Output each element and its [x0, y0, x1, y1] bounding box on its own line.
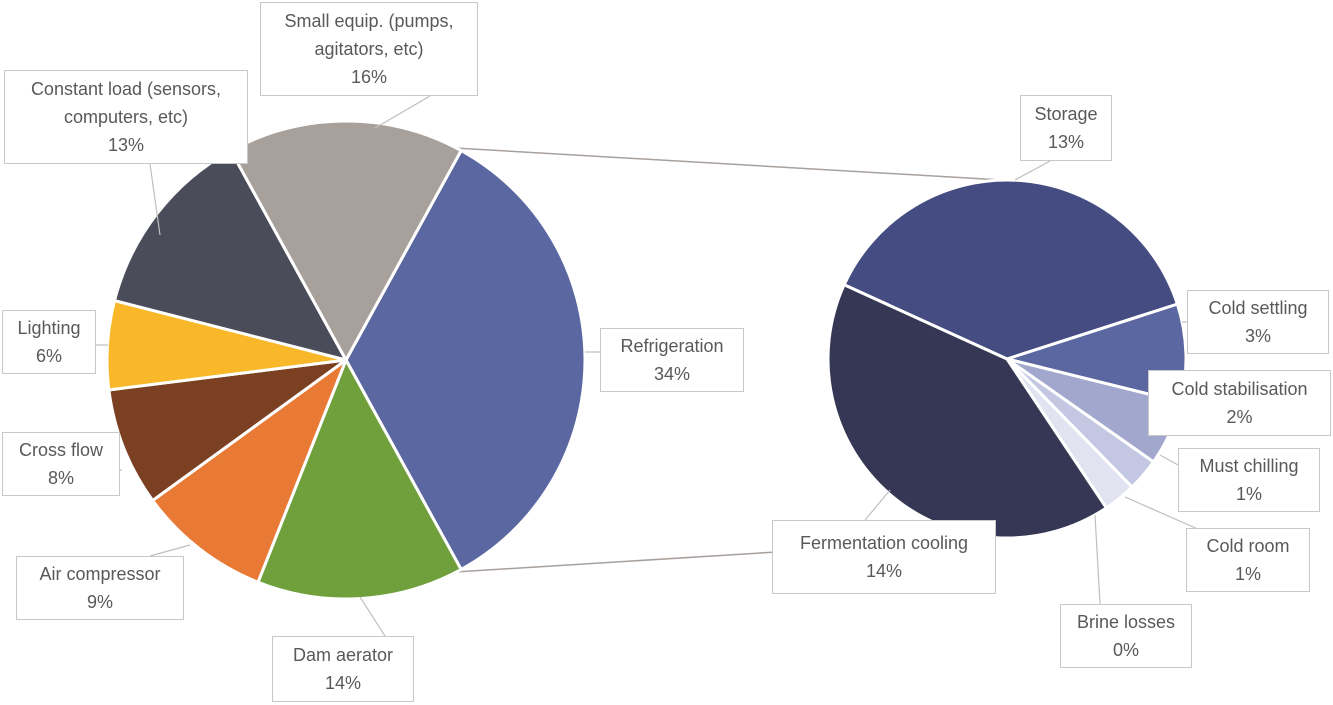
data-label: Cold stabilisation 2%: [1148, 370, 1331, 436]
category-label: Cold settling: [1208, 298, 1308, 318]
category-label: Cross flow: [18, 440, 103, 460]
data-label: Brine losses 0%: [1060, 604, 1192, 668]
category-label: Brine losses: [1076, 612, 1176, 632]
value-label: 16%: [350, 67, 388, 87]
pie-slice: [150, 355, 350, 585]
connector-line: [454, 147, 1003, 181]
category-label: Refrigeration: [620, 336, 724, 356]
value-label: 1%: [1235, 484, 1262, 504]
data-label: Small equip. (pumps, agitators, etc) 16%: [260, 2, 478, 96]
value-label: 13%: [107, 135, 145, 155]
data-label: Lighting 6%: [2, 310, 96, 374]
pie-slice: [842, 178, 1180, 361]
category-label: Dam aerator: [292, 645, 394, 665]
pie-slice: [826, 282, 1109, 540]
category-label: Cold room: [1206, 536, 1290, 556]
value-label: 14%: [324, 673, 362, 693]
leader-line: [149, 544, 191, 557]
category-label: Small equip. (pumps, agitators, etc): [284, 11, 454, 59]
value-label: 34%: [653, 364, 691, 384]
data-label: Must chilling 1%: [1178, 448, 1320, 512]
category-label: Air compressor: [39, 564, 161, 584]
value-label: 9%: [86, 592, 113, 612]
leader-line: [149, 163, 161, 236]
leader-line: [1159, 454, 1179, 466]
data-label: Air compressor 9%: [16, 556, 184, 620]
category-label: Fermentation cooling: [799, 533, 969, 553]
category-label: Constant load (sensors, computers, etc): [30, 79, 222, 127]
category-label: Cold stabilisation: [1171, 379, 1308, 399]
data-label: Cross flow 8%: [2, 432, 120, 496]
value-label: 8%: [47, 468, 74, 488]
category-label: Storage: [1034, 104, 1098, 124]
leader-line: [1094, 514, 1101, 605]
leader-line: [374, 95, 431, 129]
value-label: 6%: [35, 346, 62, 366]
data-label: Fermentation cooling 14%: [772, 520, 996, 594]
leader-line: [1014, 160, 1051, 181]
value-label: 3%: [1244, 326, 1271, 346]
category-label: Lighting: [17, 318, 81, 338]
data-label: Refrigeration 34%: [600, 328, 744, 392]
value-label: 13%: [1047, 132, 1085, 152]
leader-line: [864, 489, 891, 521]
value-label: 1%: [1234, 564, 1261, 584]
leader-line: [359, 596, 386, 637]
category-label: Must chilling: [1199, 456, 1299, 476]
value-label: 2%: [1226, 407, 1253, 427]
pie-slice: [107, 358, 347, 503]
data-label: Storage 13%: [1020, 95, 1112, 161]
value-label: 0%: [1112, 640, 1139, 660]
pie-slice: [344, 148, 587, 572]
leader-line: [1124, 496, 1201, 531]
value-label: 14%: [865, 561, 903, 581]
pie-slice: [228, 119, 464, 364]
data-label: Constant load (sensors, computers, etc) 1…: [4, 70, 248, 164]
data-label: Dam aerator 14%: [272, 636, 414, 702]
data-label: Cold settling 3%: [1187, 290, 1329, 354]
data-label: Cold room 1%: [1186, 528, 1310, 592]
